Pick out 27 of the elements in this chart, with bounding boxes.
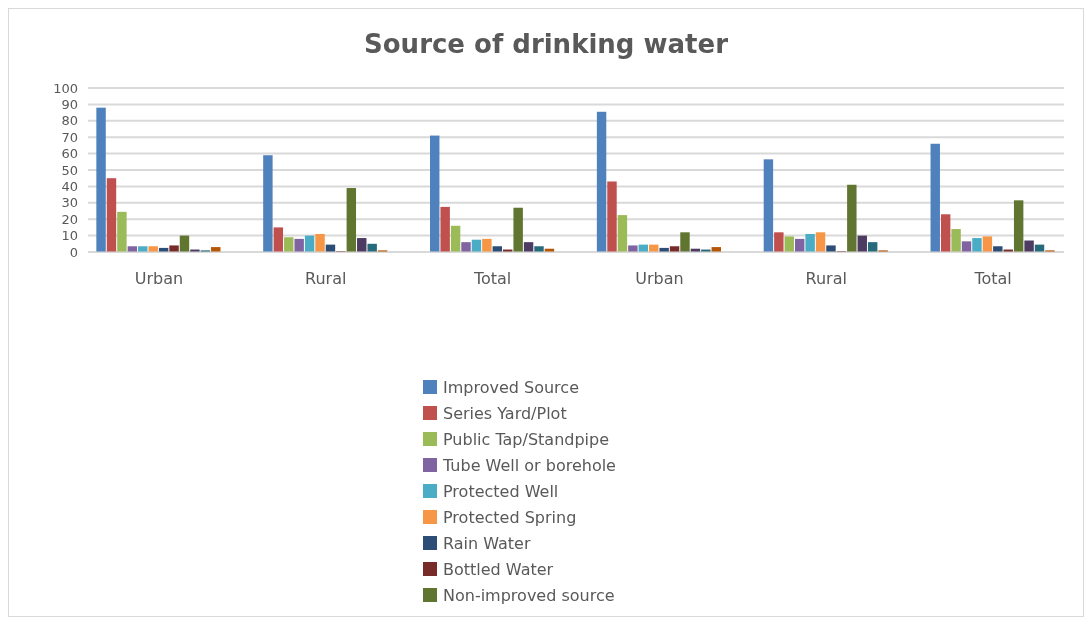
y-tick-label: 90 bbox=[61, 96, 78, 112]
legend-label: Rain Water bbox=[443, 533, 531, 553]
legend-label: Non-improved source bbox=[443, 585, 615, 605]
legend-label: Bottled Water bbox=[443, 559, 554, 579]
y-tick-label: 60 bbox=[61, 146, 78, 162]
legend-label: Protected Spring bbox=[443, 507, 577, 527]
legend-label: Improved Source bbox=[443, 377, 579, 397]
y-tick-label: 0 bbox=[69, 244, 78, 260]
y-tick-label: 50 bbox=[61, 162, 78, 178]
x-tick-label: Total bbox=[472, 269, 512, 288]
y-tick-label: 10 bbox=[61, 228, 78, 244]
chart-title: Source of drinking water bbox=[364, 29, 729, 59]
x-tick-label: Urban bbox=[134, 269, 184, 288]
legend-label: Series Yard/Plot bbox=[443, 403, 567, 423]
legend-label: Public Tap/Standpipe bbox=[443, 429, 610, 449]
x-tick-label: Total bbox=[973, 269, 1012, 288]
y-tick-label: 20 bbox=[61, 211, 78, 227]
legend-label: Protected Well bbox=[443, 481, 559, 501]
y-tick-label: 40 bbox=[61, 178, 78, 194]
x-tick-label: Rural bbox=[305, 269, 347, 288]
y-tick-label: 80 bbox=[61, 113, 78, 129]
x-tick-label: Rural bbox=[805, 269, 847, 288]
y-tick-label: 30 bbox=[61, 195, 78, 211]
legend-label: Tube Well or borehole bbox=[442, 455, 616, 475]
x-tick-label: Urban bbox=[635, 269, 684, 288]
y-tick-label: 100 bbox=[53, 80, 78, 96]
y-tick-label: 70 bbox=[61, 129, 78, 145]
